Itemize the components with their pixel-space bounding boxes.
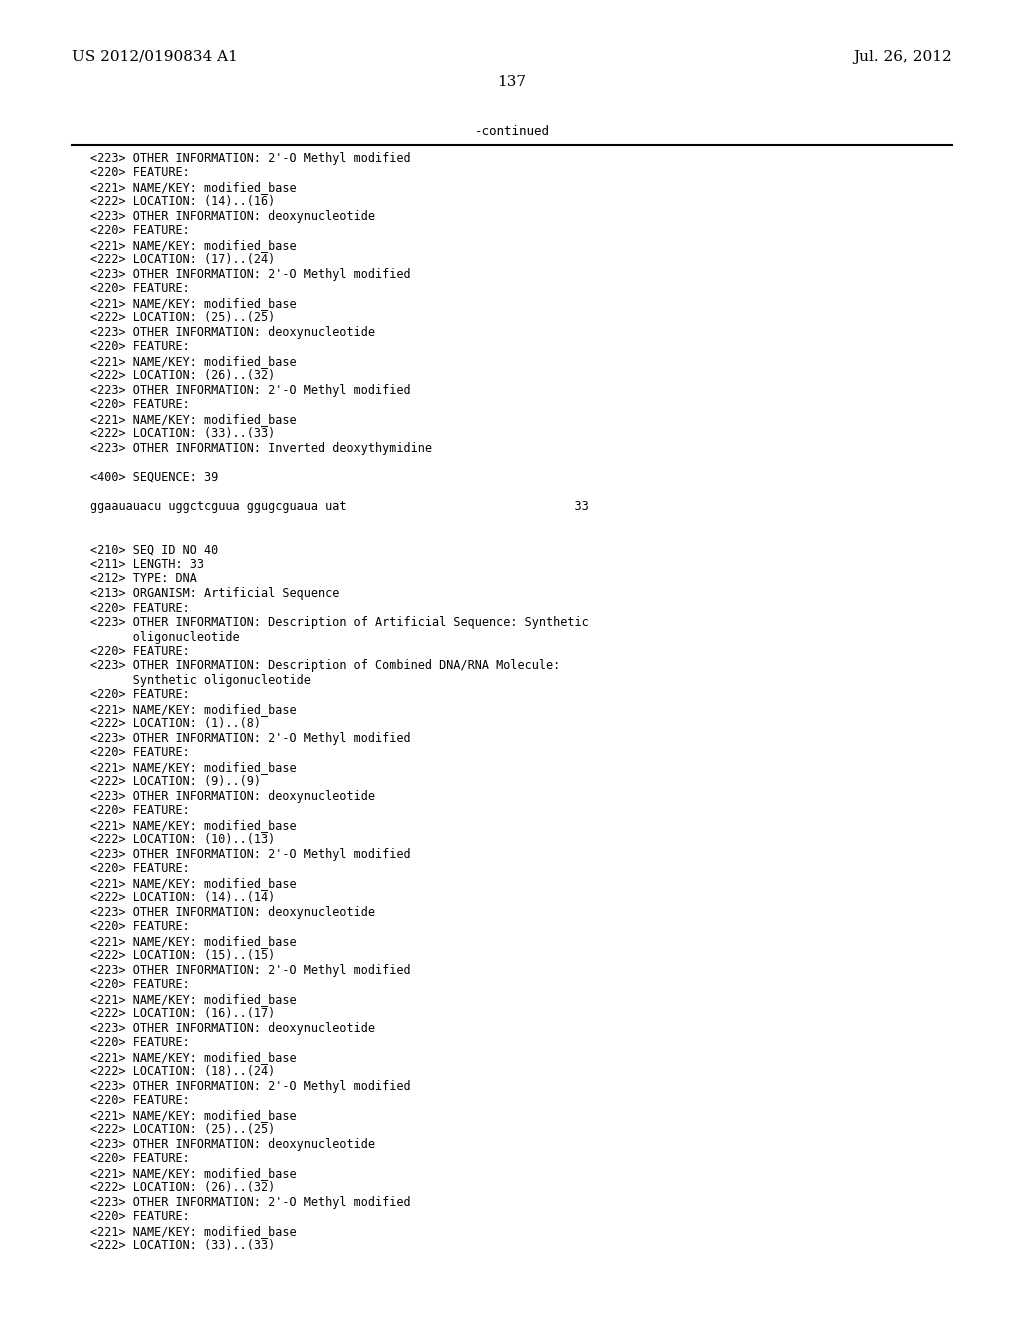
- Text: Jul. 26, 2012: Jul. 26, 2012: [853, 50, 952, 63]
- Text: <223> OTHER INFORMATION: deoxynucleotide: <223> OTHER INFORMATION: deoxynucleotide: [90, 1138, 375, 1151]
- Text: <220> FEATURE:: <220> FEATURE:: [90, 747, 189, 759]
- Text: <223> OTHER INFORMATION: Description of Artificial Sequence: Synthetic: <223> OTHER INFORMATION: Description of …: [90, 616, 589, 630]
- Text: -continued: -continued: [474, 125, 550, 139]
- Text: <221> NAME/KEY: modified_base: <221> NAME/KEY: modified_base: [90, 762, 297, 774]
- Text: <223> OTHER INFORMATION: deoxynucleotide: <223> OTHER INFORMATION: deoxynucleotide: [90, 789, 375, 803]
- Text: <222> LOCATION: (1)..(8): <222> LOCATION: (1)..(8): [90, 718, 261, 730]
- Text: <222> LOCATION: (14)..(14): <222> LOCATION: (14)..(14): [90, 891, 275, 904]
- Text: <400> SEQUENCE: 39: <400> SEQUENCE: 39: [90, 471, 218, 484]
- Text: <220> FEATURE:: <220> FEATURE:: [90, 602, 189, 615]
- Text: <220> FEATURE:: <220> FEATURE:: [90, 1036, 189, 1049]
- Text: Synthetic oligonucleotide: Synthetic oligonucleotide: [90, 675, 311, 686]
- Text: <213> ORGANISM: Artificial Sequence: <213> ORGANISM: Artificial Sequence: [90, 587, 339, 601]
- Text: <220> FEATURE:: <220> FEATURE:: [90, 804, 189, 817]
- Text: <221> NAME/KEY: modified_base: <221> NAME/KEY: modified_base: [90, 355, 297, 368]
- Text: US 2012/0190834 A1: US 2012/0190834 A1: [72, 50, 238, 63]
- Text: <223> OTHER INFORMATION: Description of Combined DNA/RNA Molecule:: <223> OTHER INFORMATION: Description of …: [90, 660, 560, 672]
- Text: <221> NAME/KEY: modified_base: <221> NAME/KEY: modified_base: [90, 935, 297, 948]
- Text: <221> NAME/KEY: modified_base: <221> NAME/KEY: modified_base: [90, 1167, 297, 1180]
- Text: <220> FEATURE:: <220> FEATURE:: [90, 920, 189, 933]
- Text: <221> NAME/KEY: modified_base: <221> NAME/KEY: modified_base: [90, 413, 297, 426]
- Text: <223> OTHER INFORMATION: 2'-O Methyl modified: <223> OTHER INFORMATION: 2'-O Methyl mod…: [90, 152, 411, 165]
- Text: <222> LOCATION: (33)..(33): <222> LOCATION: (33)..(33): [90, 428, 275, 441]
- Text: <223> OTHER INFORMATION: 2'-O Methyl modified: <223> OTHER INFORMATION: 2'-O Methyl mod…: [90, 847, 411, 861]
- Text: <223> OTHER INFORMATION: 2'-O Methyl modified: <223> OTHER INFORMATION: 2'-O Methyl mod…: [90, 733, 411, 744]
- Text: <223> OTHER INFORMATION: 2'-O Methyl modified: <223> OTHER INFORMATION: 2'-O Methyl mod…: [90, 1196, 411, 1209]
- Text: <222> LOCATION: (33)..(33): <222> LOCATION: (33)..(33): [90, 1239, 275, 1253]
- Text: <221> NAME/KEY: modified_base: <221> NAME/KEY: modified_base: [90, 704, 297, 715]
- Text: <220> FEATURE:: <220> FEATURE:: [90, 1210, 189, 1224]
- Text: <222> LOCATION: (18)..(24): <222> LOCATION: (18)..(24): [90, 1065, 275, 1078]
- Text: <220> FEATURE:: <220> FEATURE:: [90, 978, 189, 991]
- Text: <220> FEATURE:: <220> FEATURE:: [90, 1152, 189, 1166]
- Text: <222> LOCATION: (14)..(16): <222> LOCATION: (14)..(16): [90, 195, 275, 209]
- Text: <220> FEATURE:: <220> FEATURE:: [90, 282, 189, 296]
- Text: <223> OTHER INFORMATION: 2'-O Methyl modified: <223> OTHER INFORMATION: 2'-O Methyl mod…: [90, 268, 411, 281]
- Text: <220> FEATURE:: <220> FEATURE:: [90, 645, 189, 657]
- Text: <223> OTHER INFORMATION: deoxynucleotide: <223> OTHER INFORMATION: deoxynucleotide: [90, 906, 375, 919]
- Text: oligonucleotide: oligonucleotide: [90, 631, 240, 644]
- Text: <223> OTHER INFORMATION: deoxynucleotide: <223> OTHER INFORMATION: deoxynucleotide: [90, 210, 375, 223]
- Text: <222> LOCATION: (16)..(17): <222> LOCATION: (16)..(17): [90, 1007, 275, 1020]
- Text: <222> LOCATION: (26)..(32): <222> LOCATION: (26)..(32): [90, 370, 275, 383]
- Text: 137: 137: [498, 75, 526, 88]
- Text: <222> LOCATION: (25)..(25): <222> LOCATION: (25)..(25): [90, 312, 275, 325]
- Text: <222> LOCATION: (9)..(9): <222> LOCATION: (9)..(9): [90, 776, 261, 788]
- Text: <211> LENGTH: 33: <211> LENGTH: 33: [90, 558, 204, 572]
- Text: <220> FEATURE:: <220> FEATURE:: [90, 341, 189, 354]
- Text: <222> LOCATION: (25)..(25): <222> LOCATION: (25)..(25): [90, 1123, 275, 1137]
- Text: ggaauauacu uggctcguua ggugcguaua uat                                33: ggaauauacu uggctcguua ggugcguaua uat 33: [90, 500, 589, 513]
- Text: <221> NAME/KEY: modified_base: <221> NAME/KEY: modified_base: [90, 993, 297, 1006]
- Text: <222> LOCATION: (10)..(13): <222> LOCATION: (10)..(13): [90, 833, 275, 846]
- Text: <221> NAME/KEY: modified_base: <221> NAME/KEY: modified_base: [90, 818, 297, 832]
- Text: <221> NAME/KEY: modified_base: <221> NAME/KEY: modified_base: [90, 181, 297, 194]
- Text: <222> LOCATION: (15)..(15): <222> LOCATION: (15)..(15): [90, 949, 275, 962]
- Text: <221> NAME/KEY: modified_base: <221> NAME/KEY: modified_base: [90, 1051, 297, 1064]
- Text: <223> OTHER INFORMATION: deoxynucleotide: <223> OTHER INFORMATION: deoxynucleotide: [90, 1022, 375, 1035]
- Text: <220> FEATURE:: <220> FEATURE:: [90, 166, 189, 180]
- Text: <222> LOCATION: (26)..(32): <222> LOCATION: (26)..(32): [90, 1181, 275, 1195]
- Text: <220> FEATURE:: <220> FEATURE:: [90, 862, 189, 875]
- Text: <220> FEATURE:: <220> FEATURE:: [90, 1094, 189, 1107]
- Text: <210> SEQ ID NO 40: <210> SEQ ID NO 40: [90, 544, 218, 557]
- Text: <223> OTHER INFORMATION: Inverted deoxythymidine: <223> OTHER INFORMATION: Inverted deoxyt…: [90, 442, 432, 455]
- Text: <221> NAME/KEY: modified_base: <221> NAME/KEY: modified_base: [90, 876, 297, 890]
- Text: <220> FEATURE:: <220> FEATURE:: [90, 399, 189, 412]
- Text: <223> OTHER INFORMATION: deoxynucleotide: <223> OTHER INFORMATION: deoxynucleotide: [90, 326, 375, 339]
- Text: <221> NAME/KEY: modified_base: <221> NAME/KEY: modified_base: [90, 1109, 297, 1122]
- Text: <220> FEATURE:: <220> FEATURE:: [90, 689, 189, 701]
- Text: <212> TYPE: DNA: <212> TYPE: DNA: [90, 573, 197, 586]
- Text: <221> NAME/KEY: modified_base: <221> NAME/KEY: modified_base: [90, 1225, 297, 1238]
- Text: <221> NAME/KEY: modified_base: <221> NAME/KEY: modified_base: [90, 239, 297, 252]
- Text: <221> NAME/KEY: modified_base: <221> NAME/KEY: modified_base: [90, 297, 297, 310]
- Text: <223> OTHER INFORMATION: 2'-O Methyl modified: <223> OTHER INFORMATION: 2'-O Methyl mod…: [90, 964, 411, 977]
- Text: <223> OTHER INFORMATION: 2'-O Methyl modified: <223> OTHER INFORMATION: 2'-O Methyl mod…: [90, 384, 411, 397]
- Text: <223> OTHER INFORMATION: 2'-O Methyl modified: <223> OTHER INFORMATION: 2'-O Methyl mod…: [90, 1080, 411, 1093]
- Text: <220> FEATURE:: <220> FEATURE:: [90, 224, 189, 238]
- Text: <222> LOCATION: (17)..(24): <222> LOCATION: (17)..(24): [90, 253, 275, 267]
